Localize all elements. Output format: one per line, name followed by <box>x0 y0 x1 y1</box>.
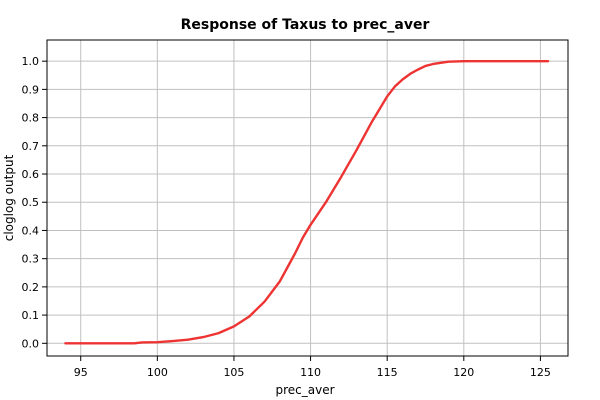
x-tick-label: 125 <box>530 366 551 379</box>
x-tick-label: 115 <box>377 366 398 379</box>
y-tick-label: 0.3 <box>22 253 40 266</box>
x-tick-label: 105 <box>223 366 244 379</box>
line-layer <box>64 59 550 345</box>
chart-title: Response of Taxus to prec_aver <box>181 17 430 33</box>
y-tick-label: 1.0 <box>22 55 40 68</box>
x-tick-label: 95 <box>74 366 88 379</box>
y-tick-label: 0.2 <box>22 281 40 294</box>
x-tick-label: 100 <box>147 366 168 379</box>
x-tick-label: 110 <box>300 366 321 379</box>
y-tick-label: 0.6 <box>22 168 40 181</box>
y-tick-label: 0.4 <box>22 224 40 237</box>
y-tick-label: 0.0 <box>22 337 40 350</box>
y-tick-label: 0.9 <box>22 83 40 96</box>
tick-layer: 95 100 105 110 115 120 125 0.0 0.1 0.2 0.3 0.4 0.5 0.… <box>22 55 551 379</box>
x-axis-label: prec_aver <box>275 383 334 397</box>
y-tick-label: 0.8 <box>22 112 40 125</box>
y-tick-label: 0.1 <box>22 309 40 322</box>
y-tick-label: 0.5 <box>22 196 40 209</box>
x-tick-label: 120 <box>453 366 474 379</box>
y-tick-label: 0.7 <box>22 140 40 153</box>
grid-layer <box>47 40 568 356</box>
y-axis-label: cloglog output <box>2 154 16 241</box>
response-curve-line <box>64 59 550 345</box>
plot-frame <box>46 39 569 357</box>
